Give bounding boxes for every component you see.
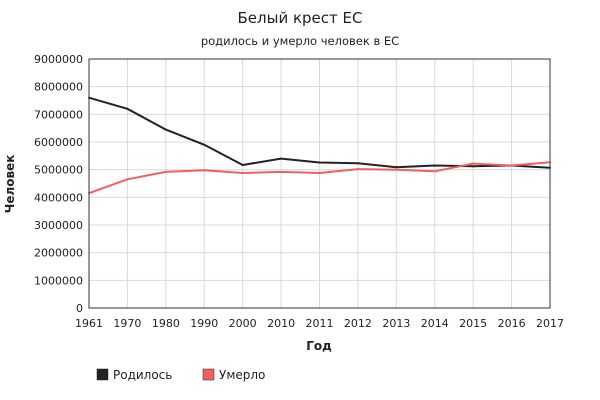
x-tick-label: 2011 — [306, 317, 334, 330]
y-tick-label: 5000000 — [34, 164, 83, 177]
y-tick-label: 7000000 — [34, 108, 83, 121]
x-tick-label: 2015 — [459, 317, 487, 330]
legend-label: Родилось — [113, 368, 172, 382]
data-point — [433, 164, 436, 167]
x-tick-label: 1990 — [190, 317, 218, 330]
y-tick-label: 0 — [76, 302, 83, 315]
y-tick-label: 9000000 — [34, 53, 83, 66]
x-tick-label: 1980 — [152, 317, 180, 330]
y-tick-label: 2000000 — [34, 247, 83, 260]
plot-frame — [88, 58, 551, 309]
data-point — [203, 143, 206, 146]
legend-label: Умерло — [219, 368, 265, 382]
grid — [88, 58, 551, 309]
data-point — [241, 171, 244, 174]
x-axis-ticks: 1961 1970 1980 1990 2000 2010 2011 2012 2013 2014… — [75, 317, 564, 330]
data-point — [280, 157, 283, 160]
series-lines — [88, 96, 551, 195]
x-tick-label: 1970 — [113, 317, 141, 330]
x-tick-label: 2013 — [382, 317, 410, 330]
x-tick-label: 2017 — [536, 317, 564, 330]
x-tick-label: 1961 — [75, 317, 103, 330]
data-point — [472, 162, 475, 165]
data-point — [356, 162, 359, 165]
y-axis-label: Человек — [3, 155, 17, 214]
data-point — [164, 128, 167, 131]
x-tick-label: 2012 — [344, 317, 372, 330]
legend: Родилось Умерло — [96, 368, 265, 382]
x-tick-label: 2000 — [229, 317, 257, 330]
data-point — [356, 168, 359, 171]
data-point — [318, 161, 321, 164]
x-axis-label: Год — [306, 339, 332, 353]
x-tick-label: 2014 — [421, 317, 449, 330]
x-tick-label: 2016 — [498, 317, 526, 330]
data-point — [433, 170, 436, 173]
data-point — [280, 170, 283, 173]
y-tick-label: 8000000 — [34, 81, 83, 94]
y-tick-label: 3000000 — [34, 219, 83, 232]
data-point — [318, 171, 321, 174]
data-point — [395, 166, 398, 169]
data-point — [241, 163, 244, 166]
data-point — [395, 168, 398, 171]
data-point — [126, 178, 129, 181]
x-tick-label: 2010 — [267, 317, 295, 330]
y-tick-label: 4000000 — [34, 191, 83, 204]
data-point — [126, 107, 129, 110]
data-point — [203, 169, 206, 172]
y-tick-label: 1000000 — [34, 274, 83, 287]
y-tick-label: 6000000 — [34, 136, 83, 149]
y-axis-ticks: 0 1000000 2000000 3000000 4000000 5000000 6000… — [34, 53, 83, 315]
chart-title: Белый крест ЕС — [238, 9, 363, 27]
data-point — [510, 164, 513, 167]
legend-swatch — [202, 368, 215, 381]
data-point — [472, 165, 475, 168]
data-point — [164, 170, 167, 173]
legend-swatch — [96, 368, 109, 381]
chart-subtitle: родилось и умерло человек в ЕС — [201, 34, 399, 48]
